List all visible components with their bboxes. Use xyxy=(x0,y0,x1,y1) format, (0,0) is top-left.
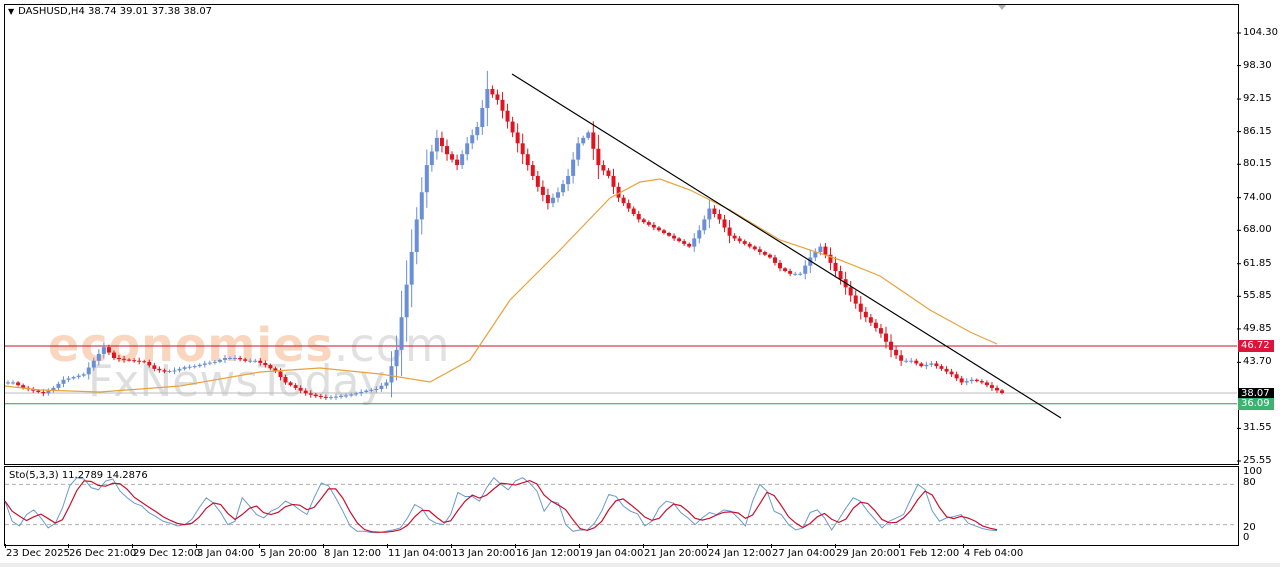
indicator-label: Sto(5,3,3) 11.2789 14.2876 xyxy=(9,470,148,481)
resistance-price-tag: 46.72 xyxy=(1238,340,1274,352)
time-axis-label: 5 Jan 20:00 xyxy=(260,548,317,559)
time-axis-label: 27 Jan 04:00 xyxy=(772,548,836,559)
price-axis-label: 49.85 xyxy=(1243,322,1272,334)
sto-level-20: 20 xyxy=(1243,522,1256,533)
status-bar xyxy=(0,563,1280,567)
stochastic-main-line xyxy=(4,476,998,534)
price-axis-label: 80.15 xyxy=(1243,158,1272,170)
sto-level-80: 80 xyxy=(1243,477,1256,488)
sto-level-100: 100 xyxy=(1243,466,1263,477)
time-axis-label: 4 Feb 04:00 xyxy=(964,548,1024,559)
time-axis-tick xyxy=(259,544,260,548)
time-axis-label: 1 Feb 12:00 xyxy=(900,548,960,559)
price-axis-label: 25.55 xyxy=(1243,455,1272,466)
time-axis-tick xyxy=(196,544,197,548)
sto-level-0: 0 xyxy=(1243,532,1250,543)
price-chart-panel[interactable] xyxy=(4,4,1239,465)
time-axis-tick xyxy=(579,544,580,548)
time-axis-label: 16 Jan 12:00 xyxy=(516,548,580,559)
time-axis-label: 11 Jan 04:00 xyxy=(388,548,452,559)
time-axis-tick xyxy=(515,544,516,548)
price-axis-label: 61.85 xyxy=(1243,257,1272,269)
time-axis-label: 13 Jan 20:00 xyxy=(452,548,516,559)
price-axis-label: 31.55 xyxy=(1243,422,1272,434)
time-axis-tick xyxy=(643,544,644,548)
chart-shift-marker-icon xyxy=(998,5,1006,10)
price-axis-label: 43.70 xyxy=(1243,356,1272,368)
price-axis-label: 98.30 xyxy=(1243,59,1272,71)
stochastic-signal-line xyxy=(4,479,998,533)
support-price-tag: 36.09 xyxy=(1238,398,1274,410)
time-axis-tick xyxy=(835,544,836,548)
price-axis-label: 104.30 xyxy=(1243,27,1278,38)
price-axis-label: 86.15 xyxy=(1243,125,1272,137)
time-axis-tick xyxy=(899,544,900,548)
time-axis-label: 29 Jan 20:00 xyxy=(836,548,900,559)
time-axis-tick xyxy=(132,544,133,548)
price-axis-label: 68.00 xyxy=(1243,224,1272,236)
price-axis-label: 55.85 xyxy=(1243,290,1272,302)
time-axis-tick xyxy=(771,544,772,548)
current-price-tag: 38.07 xyxy=(1238,388,1274,400)
downtrend-line xyxy=(511,73,1062,419)
time-axis-tick xyxy=(5,544,6,548)
time-axis-label: 8 Jan 12:00 xyxy=(324,548,381,559)
time-axis-tick xyxy=(68,544,69,548)
price-axis-label: 92.15 xyxy=(1243,93,1272,105)
time-axis-tick xyxy=(451,544,452,548)
time-axis-label: 26 Dec 21:00 xyxy=(69,548,137,559)
price-axis-label: 74.00 xyxy=(1243,191,1272,203)
time-axis-label: 23 Dec 2025 xyxy=(6,548,70,559)
collapse-triangle-icon[interactable]: ▼ xyxy=(8,7,15,16)
time-axis-tick xyxy=(963,544,964,548)
time-axis-label: 21 Jan 20:00 xyxy=(644,548,708,559)
time-axis-tick xyxy=(387,544,388,548)
chart-title: ▼ DASHUSD,H4 38.74 39.01 37.38 38.07 xyxy=(8,6,213,17)
time-axis-tick xyxy=(323,544,324,548)
time-axis-label: 19 Jan 04:00 xyxy=(580,548,644,559)
time-axis-label: 24 Jan 12:00 xyxy=(708,548,772,559)
moving-average-line xyxy=(4,178,998,393)
time-axis-tick xyxy=(707,544,708,548)
time-axis-label: 3 Jan 04:00 xyxy=(197,548,254,559)
time-axis-label: 29 Dec 12:00 xyxy=(133,548,201,559)
